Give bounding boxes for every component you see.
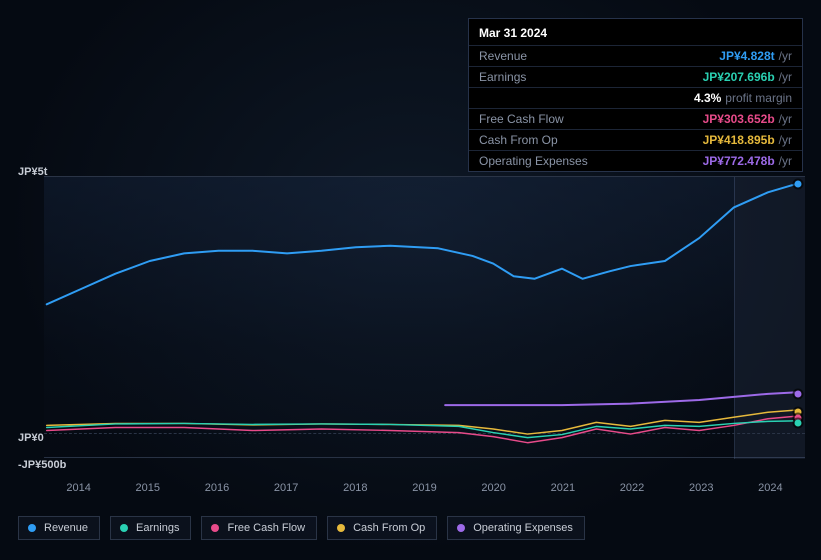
legend: Revenue Earnings Free Cash Flow Cash From O… [18, 516, 585, 540]
tooltip-value: 4.3%profit margin [694, 91, 792, 105]
series-revenue [47, 184, 796, 304]
tooltip-label: Free Cash Flow [479, 112, 564, 126]
tooltip-value: JP¥303.652b/yr [703, 112, 792, 126]
legend-label: Revenue [44, 522, 88, 534]
tooltip-row: 4.3%profit margin [469, 87, 802, 108]
x-tick: 2020 [481, 482, 505, 494]
tooltip-label: Operating Expenses [479, 154, 588, 168]
end-dot-revenue [795, 181, 802, 188]
series-cash-from-op [47, 410, 796, 434]
x-tick: 2018 [343, 482, 367, 494]
x-axis: 2014 2015 2016 2017 2018 2019 2020 2021 2022 2023… [44, 482, 805, 502]
tooltip-value: JP¥207.696b/yr [703, 70, 792, 84]
chart-tooltip: Mar 31 2024 Revenue JP¥4.828t/yr Earnings J… [468, 18, 803, 172]
tooltip-row: Operating Expenses JP¥772.478b/yr [469, 150, 802, 171]
plot[interactable] [44, 176, 805, 458]
legend-item[interactable]: Free Cash Flow [201, 516, 317, 540]
legend-label: Cash From Op [353, 522, 425, 534]
chart-lines [44, 177, 805, 457]
tooltip-row: Cash From Op JP¥418.895b/yr [469, 129, 802, 150]
legend-item[interactable]: Operating Expenses [447, 516, 585, 540]
x-tick: 2022 [620, 482, 644, 494]
legend-item[interactable]: Revenue [18, 516, 100, 540]
legend-dot-icon [457, 524, 465, 532]
x-tick: 2014 [66, 482, 90, 494]
legend-dot-icon [28, 524, 36, 532]
x-tick: 2021 [551, 482, 575, 494]
series-operating-expenses [445, 392, 795, 405]
tooltip-value: JP¥4.828t/yr [719, 49, 792, 63]
legend-label: Operating Expenses [473, 522, 573, 534]
tooltip-label: Earnings [479, 70, 526, 84]
x-tick: 2023 [689, 482, 713, 494]
legend-item[interactable]: Cash From Op [327, 516, 437, 540]
legend-dot-icon [337, 524, 345, 532]
x-tick: 2015 [136, 482, 160, 494]
tooltip-row: Revenue JP¥4.828t/yr [469, 45, 802, 66]
tooltip-label: Cash From Op [479, 133, 558, 147]
x-tick: 2024 [758, 482, 782, 494]
x-tick: 2016 [205, 482, 229, 494]
tooltip-value: JP¥772.478b/yr [703, 154, 792, 168]
tooltip-row: Earnings JP¥207.696b/yr [469, 66, 802, 87]
series-free-cash-flow [47, 416, 796, 442]
end-dot-earnings [795, 419, 802, 426]
legend-item[interactable]: Earnings [110, 516, 191, 540]
legend-dot-icon [120, 524, 128, 532]
x-tick: 2019 [412, 482, 436, 494]
tooltip-date: Mar 31 2024 [469, 19, 802, 45]
x-tick: 2017 [274, 482, 298, 494]
end-dot-operating-expenses [795, 390, 802, 397]
chart-area [16, 176, 805, 458]
tooltip-label: Revenue [479, 49, 527, 63]
y-axis-label: -JP¥500b [18, 459, 66, 471]
legend-dot-icon [211, 524, 219, 532]
legend-label: Earnings [136, 522, 179, 534]
legend-label: Free Cash Flow [227, 522, 305, 534]
tooltip-rows: Revenue JP¥4.828t/yr Earnings JP¥207.696b/y… [469, 45, 802, 171]
tooltip-row: Free Cash Flow JP¥303.652b/yr [469, 108, 802, 129]
tooltip-value: JP¥418.895b/yr [703, 133, 792, 147]
